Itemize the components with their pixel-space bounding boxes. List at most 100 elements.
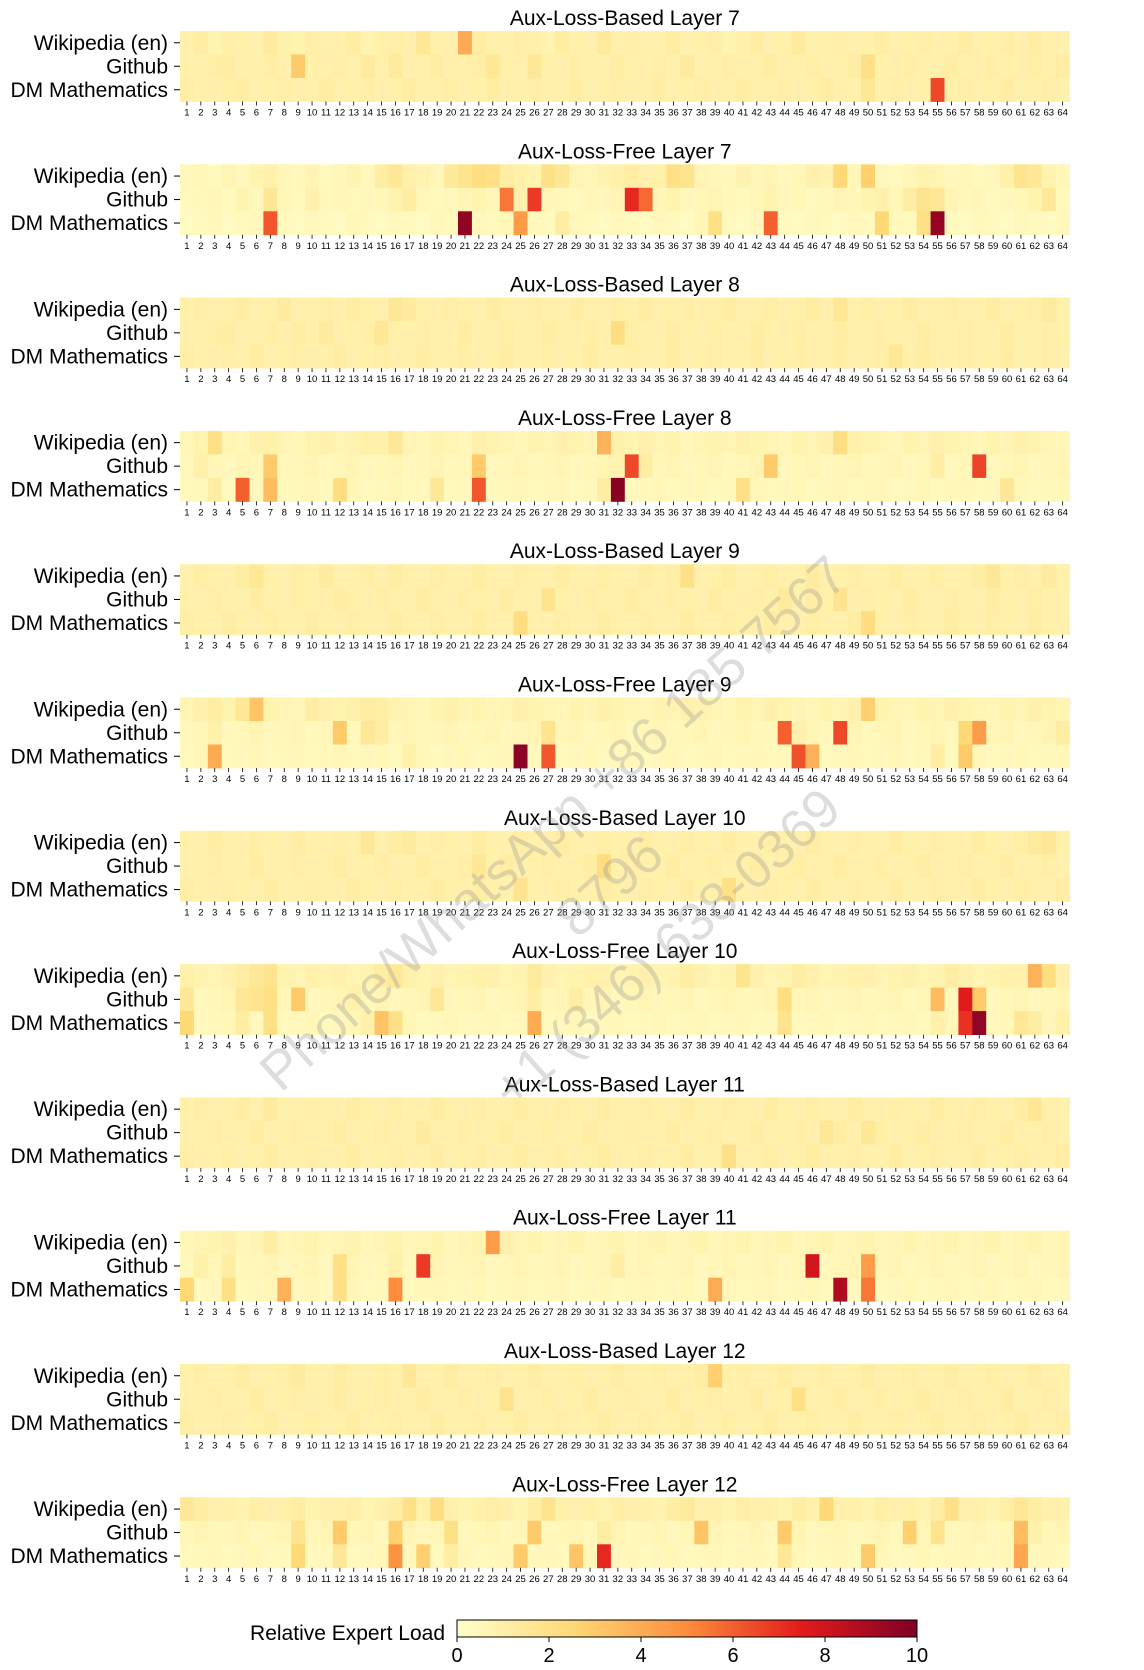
heatmap-cell [1000,454,1015,479]
heatmap-cell [360,1364,375,1388]
heatmap-cell [694,744,709,769]
row-label: Github [106,1388,168,1411]
heatmap-cell [972,1497,987,1522]
heatmap-cell [319,344,334,369]
heatmap-cell [749,1277,765,1302]
heatmap-cell [805,1254,820,1279]
heatmap-cell [305,211,320,236]
heatmap-cell [569,697,584,722]
x-tick-label: 20 [446,641,457,652]
heatmap-cell [763,1387,779,1412]
heatmap-cell [722,31,737,55]
heatmap-cell [277,877,292,902]
colorbar-tick-label: 10 [906,1645,928,1667]
heatmap-cell [763,564,779,589]
x-tick-label: 16 [390,1174,401,1185]
heatmap-cell [624,611,640,636]
x-tick-label: 31 [599,641,610,652]
heatmap-cell [916,587,931,612]
heatmap-cell [680,187,695,212]
heatmap-cell [263,1544,278,1569]
x-tick-label: 19 [432,641,443,652]
heatmap-cell [805,1520,820,1545]
heatmap-cell [624,1097,640,1122]
heatmap-cell [1014,564,1029,589]
heatmap-cell [1055,211,1070,236]
heatmap-cell [569,854,584,879]
x-tick-label: 40 [724,1041,735,1052]
heatmap-cell [763,721,779,745]
heatmap-cell [708,854,723,879]
heatmap-cell [1041,877,1057,902]
heatmap-cell [513,187,528,212]
heatmap-cell [527,1387,542,1412]
heatmap-cell [555,1387,570,1412]
heatmap-cell [319,877,334,902]
heatmap-cell [235,1277,250,1302]
x-tick-label: 3 [212,907,217,918]
heatmap-cell [180,964,195,988]
heatmap-cell [346,321,362,345]
heatmap-cell [360,697,375,722]
heatmap-cell [875,721,890,745]
heatmap-cell [235,1120,250,1145]
x-tick-label: 43 [765,1174,776,1185]
heatmap-cell [916,564,931,589]
heatmap-cell [916,744,931,769]
heatmap-cell [458,1230,473,1255]
heatmap-cell [791,1144,806,1169]
heatmap-cell [430,697,445,722]
heatmap-cell [1055,1230,1070,1255]
heatmap-cell [499,721,514,745]
x-tick-label: 36 [668,241,679,252]
heatmap-cell [847,964,862,988]
heatmap-cell [875,54,890,79]
heatmap-cell [916,1364,931,1388]
heatmap-cell [583,830,598,855]
heatmap-cell [805,1364,820,1388]
heatmap-cell [847,1254,862,1279]
heatmap-cell [527,564,542,589]
heatmap-cell [416,721,431,745]
x-tick-label: 44 [779,241,790,252]
x-tick-label: 63 [1043,1041,1054,1052]
row-label: Wikipedia (en) [34,565,168,588]
heatmap-cell [319,31,334,55]
heatmap-cell [444,587,459,612]
heatmap-cell [972,1254,987,1279]
x-tick-label: 61 [1016,1574,1027,1585]
heatmap-cell [791,321,806,345]
heatmap-cell [1055,78,1070,102]
x-tick-label: 29 [571,108,582,119]
heatmap-cell [402,830,417,855]
heatmap-cell [388,1387,403,1412]
heatmap-cell [986,721,1001,745]
heatmap-cell [291,1097,306,1122]
x-tick-label: 59 [988,507,999,518]
x-tick-label: 26 [529,1307,540,1318]
heatmap-cell [791,1097,806,1122]
heatmap-cell [1000,697,1015,722]
heatmap-cell [680,321,695,345]
heatmap-cell [1014,587,1029,612]
x-tick-label: 58 [974,1174,985,1185]
heatmap-cell [207,344,223,369]
x-tick-label: 57 [960,641,971,652]
heatmap-cell [861,164,876,189]
heatmap-cell [471,854,487,879]
heatmap-cell [291,1277,306,1302]
x-tick-label: 35 [654,241,665,252]
heatmap-cell [1055,611,1070,636]
heatmap-cell [555,1364,570,1388]
x-tick-label: 14 [362,507,373,518]
heatmap-cell [458,321,473,345]
heatmap-cell [1014,1387,1029,1412]
x-tick-label: 22 [474,641,485,652]
heatmap-cell [430,78,445,102]
heatmap-cell [471,1144,487,1169]
heatmap-cell [485,430,501,455]
x-tick-label: 33 [626,507,637,518]
heatmap-cell [749,877,765,902]
heatmap-cell [1014,854,1029,879]
